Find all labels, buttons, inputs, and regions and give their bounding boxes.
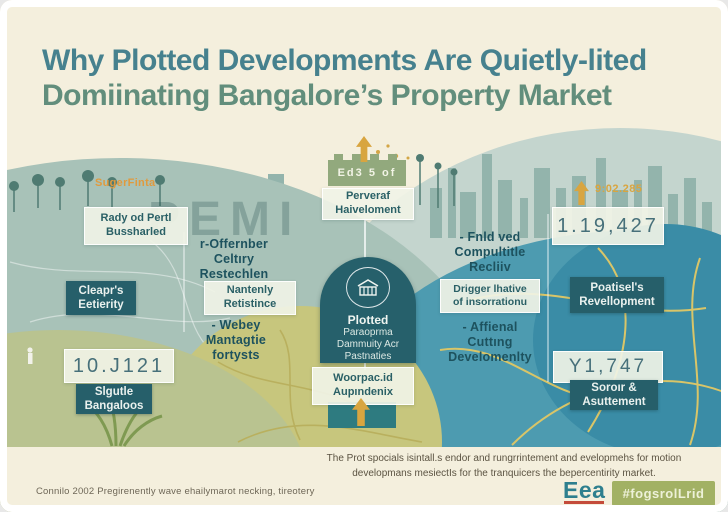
title-line-1: Why Plotted Developments Are Quietly-lit… — [42, 44, 647, 77]
flag-crenel — [334, 154, 343, 160]
hashtag-badge: #fogsrolLrid — [612, 481, 715, 506]
left-tag-label: SugerFinta — [95, 177, 156, 189]
person-figure — [27, 347, 33, 364]
mid-left-card: Nantenly Retistince — [204, 281, 296, 315]
flag-crenel — [352, 154, 361, 160]
flag-crenel — [370, 154, 379, 160]
note-right-2: - Affienal Cuttıng Develomenlty — [448, 320, 532, 364]
plotted-badge: Plotted Paraoprma Dammuity Acr Pastnatie… — [320, 257, 416, 363]
left-stat-value: 10.J121 — [64, 349, 174, 383]
growth-label: 9:02.285 — [595, 183, 643, 195]
right-dark-card-1: Poatisel's Revellopment — [570, 277, 664, 313]
right-connector-line — [547, 214, 549, 382]
right-stat-value-2: Y1,747 — [553, 351, 663, 383]
center-bottom-card: Woorpac.id Aupındenix — [312, 367, 414, 405]
plotted-land-icon — [346, 267, 390, 308]
right-stat-value-1: 1.19,427 — [552, 207, 664, 245]
note-mid-left-2: - Webey Mantagtie fortysts — [205, 318, 267, 362]
center-top-card: Perveraf Haiveloment — [322, 188, 414, 220]
badge-subtitle: Paraoprma Dammuity Acr Pastnaties — [336, 327, 400, 362]
left-dark-card-2: Slgutle Bangaloos — [76, 384, 152, 414]
disclaimer-text: The Prot spocials isintall.s endor and r… — [326, 453, 682, 479]
flag-label: Ed3 5 of — [337, 167, 397, 179]
flag-crenel — [388, 154, 397, 160]
logo-underline-gray — [570, 505, 596, 507]
note-mid-left-1: r-Offernber Celtıry Restechlen — [199, 237, 269, 281]
center-flag: Ed3 5 of — [328, 154, 406, 186]
left-connector-line — [183, 232, 185, 332]
tree-silhouettes — [9, 154, 458, 212]
left-top-card: Rady od Pertl Bussharled — [84, 207, 188, 245]
brand-logo: Eea — [563, 477, 606, 503]
note-right-1: - Fnld ved Compultitle Recliiv — [454, 230, 526, 274]
right-dark-card-2: Soroır & Asuttement — [570, 380, 658, 410]
right-card: Drigger lhative of insorrationu — [440, 279, 540, 313]
title-line-2: Domiinating Bangalore’s Property Market — [42, 78, 612, 112]
left-dark-card-1: Cleapr's Eetierity — [66, 281, 136, 315]
page-title: Why Plotted Developments Are Quietly-lit… — [42, 44, 702, 114]
footer-credit-text: Connilo 2002 Pregirenently wave ehailyma… — [36, 486, 315, 497]
badge-title: Plotted — [347, 313, 389, 327]
logo-underline-red — [564, 501, 604, 504]
